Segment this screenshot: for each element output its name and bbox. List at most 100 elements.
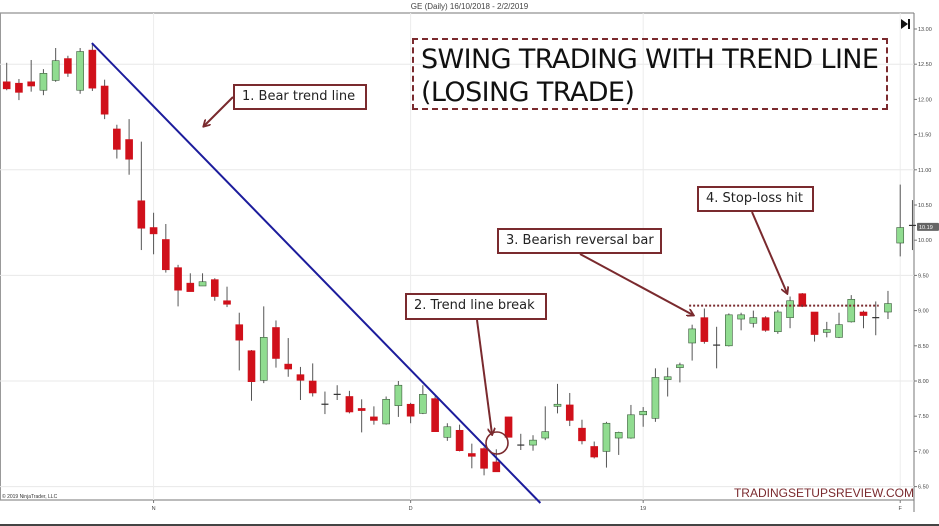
candle-body-down [284, 363, 293, 370]
candle-body-up [382, 399, 390, 425]
candle [357, 399, 366, 433]
candle-body-down [137, 200, 146, 229]
candle-body-up [553, 403, 562, 407]
candle-body-up [847, 299, 856, 323]
candle [149, 212, 158, 255]
candle [64, 55, 72, 77]
candle-body-up [198, 281, 207, 287]
candle-body-up [627, 414, 635, 439]
candle-body-up [774, 311, 782, 333]
y-tick-label: 10.50 [918, 203, 932, 209]
candle-body-down [15, 82, 23, 93]
candle [492, 449, 501, 473]
candle-body-down [272, 327, 280, 359]
candle [749, 310, 758, 328]
candle-body-up [822, 329, 831, 333]
candle [235, 312, 244, 371]
candle-body-down [455, 429, 464, 451]
candle [455, 424, 464, 452]
candle [2, 62, 11, 91]
y-tick-label: 8.50 [918, 344, 929, 350]
candle-body-up [896, 227, 905, 244]
candle [578, 419, 586, 445]
candle [737, 312, 745, 331]
candle-body-down [27, 81, 35, 87]
candle-body-down [186, 282, 195, 292]
candle [284, 338, 293, 377]
candle-body-up [39, 73, 48, 91]
candle-body-down [64, 58, 72, 74]
title-line-1: SWING TRADING WITH TREND LINE [421, 44, 879, 75]
candle [872, 301, 880, 336]
candle-body-up [76, 51, 84, 91]
candle-body-down [308, 380, 317, 394]
x-tick-label: D [409, 506, 413, 512]
candle [137, 141, 146, 251]
annotation-bearish-reversal-bar: 3. Bearish reversal bar [497, 228, 662, 254]
candle [370, 406, 378, 425]
candle [39, 69, 48, 96]
candle [27, 59, 35, 92]
watermark: TRADINGSETUPSREVIEW.COM [733, 486, 914, 500]
candle-body-down [810, 311, 819, 335]
candle [100, 79, 109, 120]
candle-body-down [296, 374, 305, 381]
y-tick-label: 12.00 [918, 97, 932, 103]
candle-body-down [2, 81, 11, 90]
candle-body-down [345, 396, 354, 413]
candle [259, 306, 268, 384]
candle-body-down [235, 324, 244, 341]
y-tick-label: 12.50 [918, 62, 932, 68]
annotation-arrow [751, 211, 787, 293]
candle [859, 310, 868, 329]
candle-body-up [651, 377, 660, 419]
candle-body-up [419, 394, 427, 414]
candle-body-down [162, 239, 170, 271]
candle-body-down [468, 453, 476, 457]
candle [786, 296, 794, 329]
chart-header-title: GE (Daily) 16/10/2018 - 2/2/2019 [410, 2, 529, 11]
candle [688, 324, 696, 361]
candle-body-down [113, 128, 121, 150]
candle [725, 313, 733, 347]
candle [308, 363, 317, 397]
candle [76, 48, 84, 94]
candle [541, 406, 550, 441]
y-tick-label: 10.00 [918, 238, 932, 244]
candle [835, 312, 843, 339]
candle-body-down [700, 317, 709, 342]
candle [761, 316, 770, 332]
trend-break-circle [485, 431, 509, 455]
candle-body-up [614, 432, 623, 439]
y-tick-label: 7.00 [918, 449, 929, 455]
candle [345, 390, 354, 414]
candle-body-up [676, 364, 684, 368]
y-tick-label: 6.50 [918, 485, 929, 491]
y-tick-label: 11.00 [918, 168, 931, 174]
candle-body-up [529, 439, 537, 446]
candle [431, 396, 439, 432]
title-line-2: (LOSING TRADE) [421, 77, 635, 108]
candle-body-up [786, 300, 794, 318]
candle [553, 383, 562, 414]
candle-body-down [431, 398, 439, 432]
y-tick-label: 13.00 [918, 27, 932, 33]
annotation-arrow [204, 96, 234, 126]
candle-body-down [370, 416, 378, 421]
candle-body-down [100, 85, 109, 115]
candle [480, 447, 488, 476]
candle-body-up [51, 60, 60, 81]
candle [406, 402, 415, 424]
candle-body-up [688, 328, 696, 344]
candle-body-up [663, 376, 672, 380]
candle [676, 362, 684, 383]
annotation-bear-trend-line: 1. Bear trend line [233, 84, 367, 110]
candle [88, 43, 97, 91]
candle-body-down [174, 267, 182, 291]
candle [51, 48, 60, 82]
candle-body-down [247, 350, 256, 383]
candle [774, 309, 782, 334]
candle-body-down [125, 139, 133, 160]
candle-body-down [492, 461, 501, 473]
